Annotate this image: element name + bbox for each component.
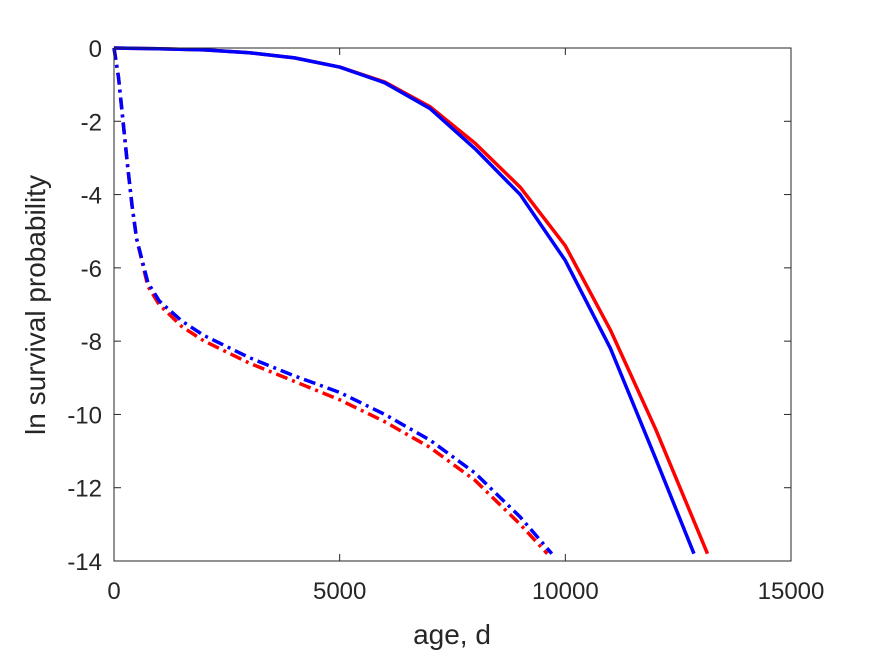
y-tick-label: -10	[67, 402, 102, 429]
plot-frame	[113, 47, 792, 562]
series-layer	[112, 46, 710, 555]
x-tick-label: 5000	[313, 578, 366, 605]
y-tick-label: -8	[81, 329, 102, 356]
series-line-2	[113, 46, 696, 555]
y-tick-label: -2	[81, 109, 102, 136]
x-tick-label: 15000	[758, 578, 825, 605]
plot-background	[114, 48, 791, 561]
y-tick-label: -14	[67, 549, 102, 576]
y-tick-label: 0	[89, 36, 102, 63]
y-tick-label: -12	[67, 476, 102, 503]
y-tick-label: -4	[81, 183, 102, 210]
series-line-4	[112, 47, 554, 555]
y-tick-label: -6	[81, 256, 102, 283]
tick-layer: 0 5000 10000 15000 0 -2 -4 -6 -8 -10 -12 -14	[67, 36, 824, 605]
y-axis-label: ln survival probability	[20, 175, 51, 435]
x-tick-label: 0	[107, 578, 120, 605]
x-tick-label: 10000	[532, 578, 599, 605]
x-axis-label: age, d	[413, 619, 491, 650]
